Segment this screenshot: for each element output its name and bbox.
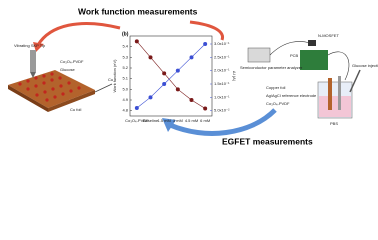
plot-frame bbox=[129, 35, 213, 117]
y2-tick-label: 1.5x10⁻¹ bbox=[214, 81, 230, 86]
series-line bbox=[136, 41, 206, 109]
series-line bbox=[136, 43, 206, 109]
point bbox=[162, 71, 167, 76]
electrode bbox=[328, 78, 332, 110]
y-tick-label: 5.0 bbox=[122, 86, 128, 91]
point bbox=[175, 87, 180, 92]
left-label: Co₃O₄-PVDF bbox=[60, 59, 84, 64]
x-tick-label: Baseline bbox=[143, 118, 159, 123]
left-label: Cu bbox=[108, 77, 113, 82]
x-tick-label: Co₃O₄-PVDF bbox=[125, 118, 149, 123]
right-label: Ag/AgCl reference electrode bbox=[266, 93, 317, 98]
left-label: Vibrating SKP Tip bbox=[14, 43, 46, 48]
x-tick-label: 6 mM bbox=[200, 118, 210, 123]
x-tick-label: 4.5 mM bbox=[185, 118, 198, 123]
point bbox=[203, 106, 208, 111]
point bbox=[189, 55, 194, 60]
left-label: Cu foil bbox=[70, 107, 81, 112]
y2-tick-label: 2.5x10⁻¹ bbox=[214, 54, 230, 59]
right-label: PBS bbox=[330, 121, 338, 126]
y-tick-label: 5.3 bbox=[122, 54, 128, 59]
skp-tip bbox=[30, 50, 36, 72]
blue-arrow bbox=[169, 108, 277, 136]
y-tick-label: 4.8 bbox=[122, 108, 128, 113]
skp-tip-end bbox=[30, 72, 36, 78]
y-tick-label: 5.4 bbox=[122, 44, 128, 49]
y-tick-label: 5.2 bbox=[122, 65, 128, 70]
wire bbox=[94, 83, 113, 93]
left-label: Glucose bbox=[60, 67, 75, 72]
x-tick-label: 1.5 mM bbox=[157, 118, 170, 123]
pbs bbox=[319, 96, 351, 117]
y2-axis-label: ΔI (A) bbox=[232, 71, 237, 82]
point bbox=[203, 42, 208, 46]
pcb bbox=[300, 50, 328, 70]
y-tick-label: 4.9 bbox=[122, 97, 128, 102]
right-label: N-MOSFET bbox=[318, 33, 339, 38]
title-top: Work function measurements bbox=[78, 6, 198, 16]
right-label: Co₃O₄-PVDF bbox=[266, 101, 290, 106]
point bbox=[134, 106, 139, 110]
y2-tick-label: 3.0x10⁻¹ bbox=[214, 41, 230, 46]
point bbox=[148, 55, 153, 60]
blue-arrow-head bbox=[162, 118, 176, 132]
point bbox=[162, 82, 167, 86]
syringe bbox=[349, 69, 361, 93]
wire bbox=[269, 41, 311, 56]
dots bbox=[18, 72, 81, 102]
mosfet bbox=[308, 40, 316, 46]
y2-tick-label: 5.0x10⁻² bbox=[214, 108, 230, 113]
red-arrow bbox=[36, 21, 121, 46]
panel-label: (b) bbox=[122, 31, 129, 37]
analyzer bbox=[247, 47, 271, 63]
y-tick-label: 5.1 bbox=[122, 76, 128, 81]
right-label: Copper foil bbox=[266, 85, 285, 90]
y2-tick-label: 1.0x10⁻¹ bbox=[214, 94, 230, 99]
wire bbox=[327, 51, 350, 81]
y2-tick-label: 2.0x10⁻¹ bbox=[214, 68, 230, 73]
point bbox=[189, 98, 194, 102]
red-arrow-head bbox=[33, 42, 44, 52]
point bbox=[148, 95, 153, 100]
foil-edge bbox=[8, 85, 48, 112]
point bbox=[175, 68, 180, 73]
red-arrow bbox=[189, 20, 224, 41]
point bbox=[134, 39, 139, 44]
figure: Work function measurements EGFET measure… bbox=[8, 6, 378, 146]
reference bbox=[338, 76, 341, 110]
right-label: PCB bbox=[290, 53, 299, 58]
right-label: Semiconductor parameter analyzer bbox=[240, 65, 303, 70]
foil-edge bbox=[48, 90, 95, 112]
right-label: Glucose injection bbox=[352, 63, 378, 68]
y-axis-label: Work function (eV) bbox=[112, 59, 117, 93]
x-tick-label: 3 mM bbox=[173, 118, 183, 123]
title-bottom: EGFET measurements bbox=[222, 136, 313, 146]
